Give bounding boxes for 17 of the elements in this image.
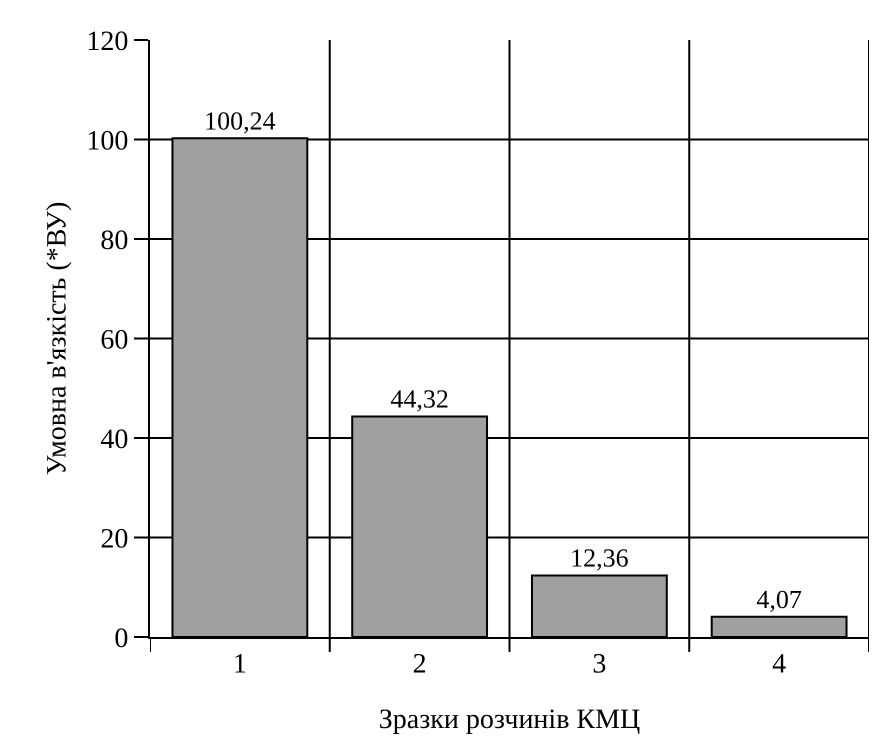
x-tick-label: 3 bbox=[592, 648, 606, 680]
y-tick-label: 20 bbox=[100, 523, 128, 554]
x-tick-label: 4 bbox=[772, 648, 786, 680]
y-tick-label: 60 bbox=[100, 324, 128, 356]
data-label: 12,36 bbox=[570, 544, 629, 573]
data-label: 44,32 bbox=[390, 384, 449, 414]
y-tick-label: 120 bbox=[86, 26, 128, 57]
x-tick-label: 1 bbox=[232, 648, 247, 680]
data-label: 100,24 bbox=[204, 106, 276, 136]
y-tick-label: 0 bbox=[114, 622, 128, 654]
x-tick-label: 2 bbox=[412, 648, 427, 680]
y-axis-title: Умовна в'язкість (*ВУ) bbox=[42, 202, 73, 476]
x-axis-title: Зразки розчинів КМЦ bbox=[378, 704, 640, 736]
y-tick-label: 80 bbox=[100, 224, 128, 256]
data-label: 4,07 bbox=[756, 584, 802, 614]
y-tick-label: 40 bbox=[100, 424, 128, 455]
y-tick-label: 100 bbox=[86, 125, 128, 156]
